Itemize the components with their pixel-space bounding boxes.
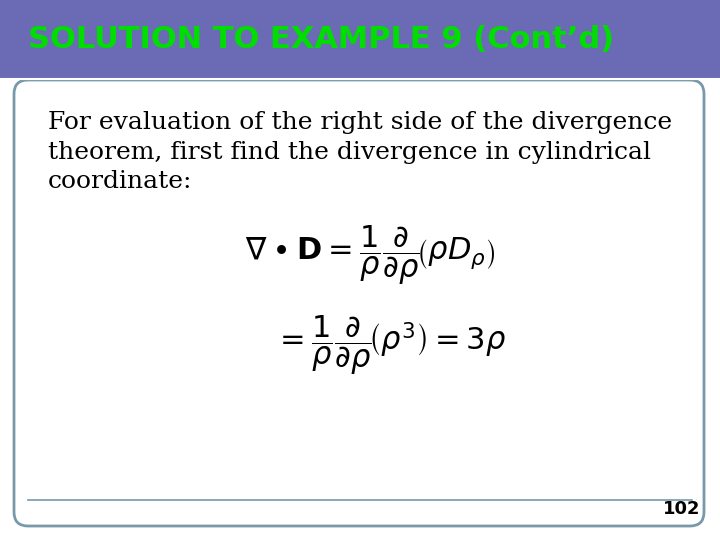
Text: $= \dfrac{1}{\rho}\dfrac{\partial}{\partial \rho}\!\left(\rho^{3}\right)= 3\rho$: $= \dfrac{1}{\rho}\dfrac{\partial}{\part…	[274, 313, 506, 377]
FancyBboxPatch shape	[0, 0, 720, 78]
Text: theorem, first find the divergence in cylindrical: theorem, first find the divergence in cy…	[48, 140, 651, 164]
Text: SOLUTION TO EXAMPLE 9 (Cont’d): SOLUTION TO EXAMPLE 9 (Cont’d)	[28, 25, 614, 55]
Text: 102: 102	[662, 500, 700, 518]
Text: coordinate:: coordinate:	[48, 171, 192, 193]
Text: $\nabla \bullet \mathbf{D} = \dfrac{1}{\rho}\dfrac{\partial}{\partial \rho}\!\le: $\nabla \bullet \mathbf{D} = \dfrac{1}{\…	[245, 223, 495, 287]
Text: For evaluation of the right side of the divergence: For evaluation of the right side of the …	[48, 111, 672, 133]
FancyBboxPatch shape	[14, 80, 704, 526]
